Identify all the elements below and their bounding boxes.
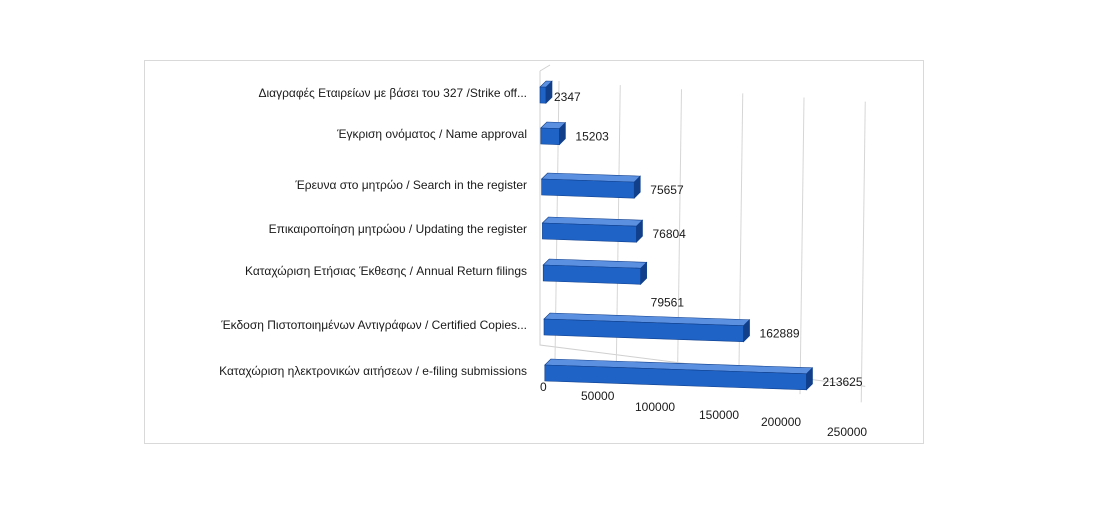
category-label: Έκδοση Πιστοποιημένων Αντιγράφων / Certi… <box>220 318 527 332</box>
bar-4 <box>541 216 644 243</box>
value-label: 2347 <box>554 90 581 104</box>
bar-front-face <box>540 127 560 145</box>
x-axis-ticks: 0 50000 100000 150000 200000 250000 <box>540 380 867 439</box>
value-labels: 2347 15203 75657 76804 79561 162889 213625 <box>554 90 863 389</box>
bar-6 <box>543 312 751 343</box>
bar-front-face <box>541 178 635 199</box>
bar-7 <box>544 358 814 391</box>
category-label: Καταχώριση Ετήσιας Έκθεσης / Annual Retu… <box>245 264 527 278</box>
bar-3 <box>540 172 641 199</box>
value-label: 79561 <box>651 295 685 309</box>
bar-end-face <box>559 121 566 146</box>
gridline <box>799 97 805 395</box>
bar-end-face <box>640 261 647 286</box>
category-label: Έγκριση ονόματος / Name approval <box>336 127 527 141</box>
bar-front-face <box>539 86 547 104</box>
x-tick-label: 0 <box>540 380 547 394</box>
value-label: 76804 <box>652 227 686 241</box>
bar-end-face <box>545 80 553 104</box>
category-label: Επικαιροποίηση μητρώου / Updating the re… <box>269 222 527 236</box>
bar-chart: Διαγραφές Εταιρείων με βάσει του 327 /St… <box>219 64 867 439</box>
value-label: 213625 <box>822 375 862 389</box>
category-labels: Διαγραφές Εταιρείων με βάσει του 327 /St… <box>219 86 527 378</box>
category-label: Έρευνα στο μητρώο / Search in the regist… <box>294 178 527 192</box>
bar-5 <box>542 258 648 286</box>
value-label: 15203 <box>575 130 609 144</box>
category-label: Καταχώριση ηλεκτρονικών αιτήσεων / e-fil… <box>219 364 527 378</box>
value-label: 162889 <box>760 327 800 341</box>
x-tick-label: 150000 <box>699 408 739 422</box>
chart-frame: Διαγραφές Εταιρείων με βάσει του 327 /St… <box>144 60 924 444</box>
bar-2 <box>540 121 567 146</box>
bar-end-face <box>743 319 750 343</box>
bar-1 <box>539 80 553 104</box>
x-tick-label: 50000 <box>581 389 615 403</box>
bar-end-face <box>636 219 643 243</box>
x-tick-label: 200000 <box>761 415 801 429</box>
bar-end-face <box>633 175 641 199</box>
x-tick-label: 100000 <box>635 400 675 414</box>
gridline <box>860 101 866 403</box>
x-tick-label: 250000 <box>827 425 867 439</box>
wall-top-edge <box>539 64 551 72</box>
category-label: Διαγραφές Εταιρείων με βάσει του 327 /St… <box>258 86 527 100</box>
bar-front-face <box>542 222 637 243</box>
bar-front-face <box>542 264 641 285</box>
bars <box>539 80 814 391</box>
value-label: 75657 <box>650 183 684 197</box>
bar-end-face <box>806 367 813 391</box>
